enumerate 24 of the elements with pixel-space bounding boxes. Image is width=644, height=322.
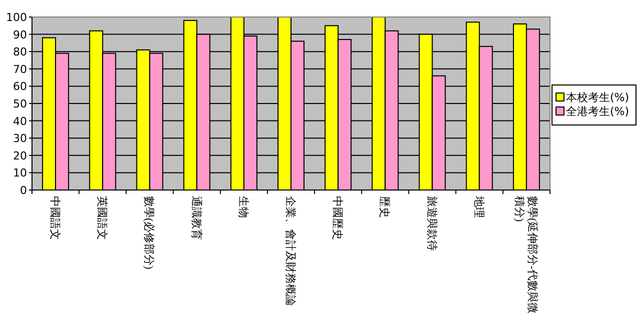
y-tick-label: 30 [13, 132, 27, 146]
x-tick-label: 英國語文 [96, 196, 109, 240]
x-tick-label: 歷史 [378, 196, 392, 218]
x-tick-label: 數學(必修部分) [142, 196, 156, 270]
y-tick-label: 60 [13, 80, 27, 94]
x-tick-label: 地理 [472, 195, 486, 218]
y-tick-label: 80 [13, 46, 27, 59]
x-tick-label: 中國語文 [48, 196, 62, 240]
legend-label: 全港考生(%) [566, 105, 630, 118]
y-tick-label: 70 [13, 62, 27, 76]
y-tick-label: 10 [13, 166, 27, 180]
x-tick-label: 企業、會計及財務概論 [284, 196, 297, 306]
x-tick-label: 通識教育 [190, 196, 203, 240]
y-tick-label: 90 [13, 28, 27, 42]
y-tick-label: 50 [13, 98, 27, 110]
legend-label: 本校考生(%) [566, 91, 630, 104]
y-tick-label: 40 [13, 114, 27, 128]
x-tick-label: 中國歷史 [331, 196, 344, 240]
y-tick-label: 20 [13, 149, 27, 162]
x-tick-label: 生物 [236, 196, 250, 218]
x-tick-label: 數學(延伸部分-代數與微積分) [512, 196, 539, 314]
y-tick-label: 100 [6, 11, 27, 24]
x-tick-label: 旅遊與款待 [425, 196, 438, 251]
y-tick-label: 0 [20, 184, 27, 197]
